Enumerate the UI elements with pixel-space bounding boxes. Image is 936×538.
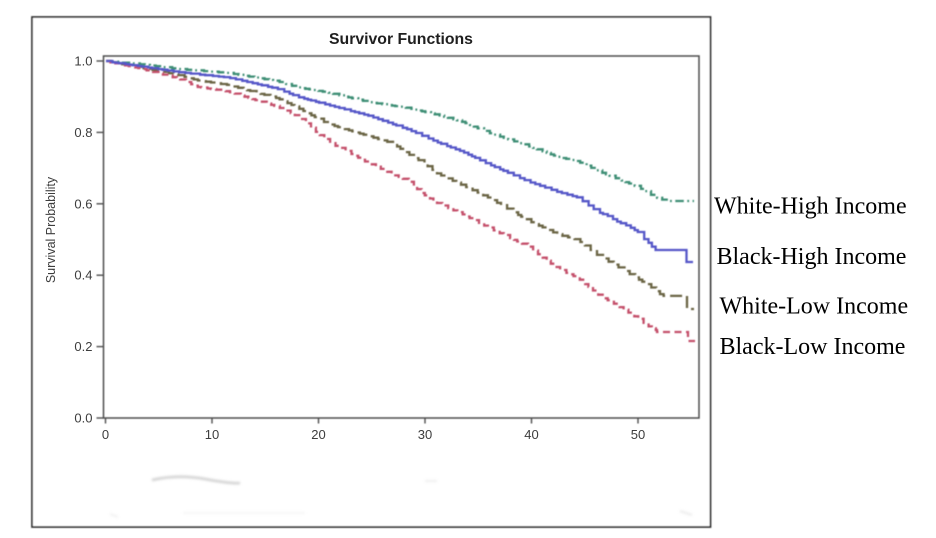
- svg-text:White-Low Income: White-Low Income: [720, 294, 909, 320]
- svg-text:0.2: 0.2: [74, 339, 92, 354]
- svg-text:50: 50: [631, 427, 645, 442]
- svg-text:Black-Low Income: Black-Low Income: [720, 334, 906, 360]
- svg-text:White-High Income: White-High Income: [714, 194, 907, 220]
- svg-text:40: 40: [524, 427, 538, 442]
- svg-text:0.0: 0.0: [74, 411, 92, 426]
- svg-text:0.6: 0.6: [74, 196, 92, 211]
- svg-text:10: 10: [205, 427, 219, 442]
- svg-text:Black-High Income: Black-High Income: [717, 244, 907, 270]
- svg-text:0: 0: [102, 427, 109, 442]
- svg-text:Survivor Functions: Survivor Functions: [329, 31, 473, 48]
- svg-text:30: 30: [418, 427, 432, 442]
- svg-text:Survival Probability: Survival Probability: [44, 176, 58, 283]
- svg-text:0.8: 0.8: [74, 125, 92, 140]
- svg-text:20: 20: [311, 427, 325, 442]
- svg-text:0.4: 0.4: [74, 268, 92, 283]
- svg-text:1.0: 1.0: [74, 54, 92, 69]
